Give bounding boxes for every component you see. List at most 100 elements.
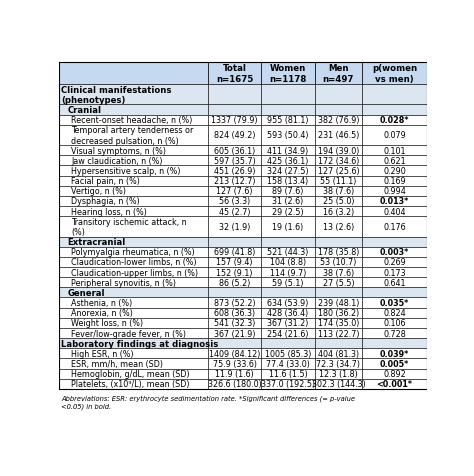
Text: 27 (5.5): 27 (5.5): [323, 278, 354, 287]
Text: 157 (9.4): 157 (9.4): [217, 258, 253, 267]
Bar: [315, 318, 362, 328]
Text: 89 (7.6): 89 (7.6): [272, 187, 304, 196]
Text: 699 (41.8): 699 (41.8): [214, 248, 255, 257]
Bar: [208, 268, 261, 278]
Text: Visual symptoms, n (%): Visual symptoms, n (%): [71, 146, 166, 155]
Text: Clinical manifestations
(phenotypes): Clinical manifestations (phenotypes): [61, 85, 172, 105]
Bar: [208, 146, 261, 156]
Bar: [362, 338, 427, 348]
Bar: [59, 308, 208, 318]
Bar: [315, 308, 362, 318]
Text: 0.994: 0.994: [383, 187, 406, 196]
Bar: [315, 197, 362, 207]
Text: 77.4 (33.0): 77.4 (33.0): [266, 359, 310, 368]
Text: Abbreviations: ESR: erythrocyte sedimentation rate. *Significant differences (= : Abbreviations: ESR: erythrocyte sediment…: [61, 395, 355, 409]
Text: 75.9 (33.6): 75.9 (33.6): [213, 359, 256, 368]
Text: Facial pain, n (%): Facial pain, n (%): [71, 177, 140, 186]
Bar: [362, 63, 427, 85]
Text: 16 (3.2): 16 (3.2): [323, 207, 354, 216]
Text: 382 (76.9): 382 (76.9): [318, 116, 359, 125]
Bar: [261, 328, 315, 338]
Text: 152 (9.1): 152 (9.1): [217, 268, 253, 277]
Bar: [59, 318, 208, 328]
Bar: [315, 207, 362, 217]
Text: Recent-onset headache, n (%): Recent-onset headache, n (%): [71, 116, 192, 125]
Bar: [315, 85, 362, 105]
Text: 324 (27.5): 324 (27.5): [267, 167, 309, 176]
Bar: [362, 247, 427, 258]
Bar: [59, 338, 208, 348]
Bar: [362, 217, 427, 237]
Bar: [315, 176, 362, 186]
Text: 0.106: 0.106: [383, 319, 406, 327]
Bar: [59, 359, 208, 369]
Text: 174 (35.0): 174 (35.0): [318, 319, 359, 327]
Bar: [261, 146, 315, 156]
Bar: [208, 85, 261, 105]
Bar: [208, 348, 261, 359]
Text: 0.013*: 0.013*: [380, 197, 409, 206]
Bar: [261, 288, 315, 298]
Text: 0.176: 0.176: [383, 222, 406, 231]
Text: 326.6 (180.0): 326.6 (180.0): [208, 379, 262, 388]
Bar: [59, 268, 208, 278]
Bar: [315, 338, 362, 348]
Text: 605 (36.1): 605 (36.1): [214, 146, 255, 155]
Bar: [208, 288, 261, 298]
Bar: [362, 359, 427, 369]
Bar: [362, 379, 427, 389]
Text: 158 (13.4): 158 (13.4): [267, 177, 309, 186]
Text: 45 (2.7): 45 (2.7): [219, 207, 250, 216]
Bar: [362, 176, 427, 186]
Text: 955 (81.1): 955 (81.1): [267, 116, 309, 125]
Text: 0.824: 0.824: [383, 308, 406, 317]
Bar: [59, 186, 208, 197]
Bar: [208, 166, 261, 176]
Text: Asthenia, n (%): Asthenia, n (%): [71, 298, 132, 307]
Text: 0.728: 0.728: [383, 329, 406, 338]
Bar: [261, 247, 315, 258]
Bar: [362, 318, 427, 328]
Text: 19 (1.6): 19 (1.6): [272, 222, 303, 231]
Bar: [362, 197, 427, 207]
Bar: [59, 197, 208, 207]
Bar: [362, 105, 427, 115]
Bar: [261, 258, 315, 268]
Text: 55 (11.1): 55 (11.1): [320, 177, 356, 186]
Bar: [261, 237, 315, 247]
Bar: [208, 338, 261, 348]
Text: 0.028*: 0.028*: [380, 116, 409, 125]
Text: 12.3 (1.8): 12.3 (1.8): [319, 369, 358, 378]
Bar: [59, 379, 208, 389]
Bar: [315, 359, 362, 369]
Text: 72.3 (34.7): 72.3 (34.7): [317, 359, 360, 368]
Bar: [59, 369, 208, 379]
Bar: [59, 278, 208, 288]
Bar: [362, 126, 427, 146]
Bar: [261, 318, 315, 328]
Text: p(women
vs men): p(women vs men): [372, 64, 417, 83]
Bar: [315, 63, 362, 85]
Text: 11.9 (1.6): 11.9 (1.6): [215, 369, 254, 378]
Text: 194 (39.0): 194 (39.0): [318, 146, 359, 155]
Text: Peripheral synovitis, n (%): Peripheral synovitis, n (%): [71, 278, 176, 287]
Bar: [208, 207, 261, 217]
Bar: [59, 156, 208, 166]
Text: Claudication-lower limbs, n (%): Claudication-lower limbs, n (%): [71, 258, 197, 267]
Bar: [208, 63, 261, 85]
Bar: [59, 217, 208, 237]
Bar: [59, 247, 208, 258]
Bar: [208, 247, 261, 258]
Bar: [208, 369, 261, 379]
Bar: [59, 176, 208, 186]
Bar: [261, 156, 315, 166]
Text: Transitory ischemic attack, n
(%): Transitory ischemic attack, n (%): [71, 217, 187, 237]
Bar: [208, 237, 261, 247]
Text: 29 (2.5): 29 (2.5): [272, 207, 304, 216]
Bar: [315, 115, 362, 126]
Bar: [261, 379, 315, 389]
Text: 53 (10.7): 53 (10.7): [320, 258, 356, 267]
Text: 367 (31.2): 367 (31.2): [267, 319, 309, 327]
Bar: [59, 288, 208, 298]
Text: 38 (7.6): 38 (7.6): [323, 268, 354, 277]
